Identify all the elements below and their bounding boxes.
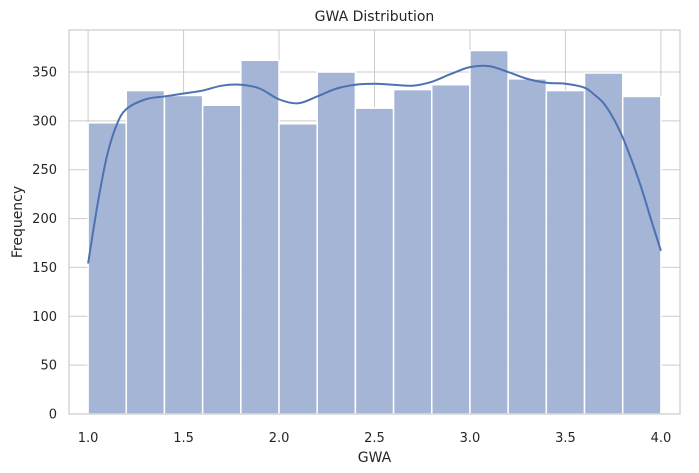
bars-layer [87,49,662,415]
histogram-bar [278,123,318,415]
histogram-bar [125,89,166,415]
y-tick-label: 0 [49,408,57,423]
y-tick-label: 300 [32,114,57,129]
histogram-bar [621,95,662,415]
histogram-bar [583,72,624,415]
y-tick-label: 350 [32,66,57,81]
y-axis-ticks: 0 50 100 150 200 250 300 350 [32,66,57,423]
x-axis-label: GWA [358,450,392,466]
chart-title: GWA Distribution [315,9,435,25]
plot-frame [68,29,681,415]
y-tick-label: 50 [40,359,57,374]
y-tick-label: 100 [32,310,57,325]
histogram-bar [392,88,433,415]
x-axis-ticks: 1.0 1.5 2.0 2.5 3.0 3.5 4.0 [78,431,672,446]
histogram-bar [469,49,509,415]
histogram-bar [507,78,548,415]
kde-curve [87,64,662,264]
x-tick-label: 4.0 [651,431,672,446]
histogram-bar [87,122,128,415]
x-tick-label: 3.5 [555,431,576,446]
histogram-bar [163,94,204,415]
histogram-bar [545,89,586,415]
histogram-bar [240,59,280,415]
x-tick-label: 1.5 [173,431,194,446]
histogram-bar [354,107,395,415]
kde-layer [87,64,662,264]
x-tick-label: 1.0 [78,431,99,446]
x-tick-label: 3.0 [460,431,481,446]
y-tick-label: 150 [32,261,57,276]
histogram-bar [316,71,357,415]
y-axis-label: Frequency [10,186,26,258]
y-tick-label: 200 [32,212,57,227]
y-tick-label: 250 [32,163,57,178]
x-tick-label: 2.0 [269,431,290,446]
histogram-bar [431,83,471,415]
x-tick-label: 2.5 [364,431,385,446]
histogram-bar [201,104,242,415]
